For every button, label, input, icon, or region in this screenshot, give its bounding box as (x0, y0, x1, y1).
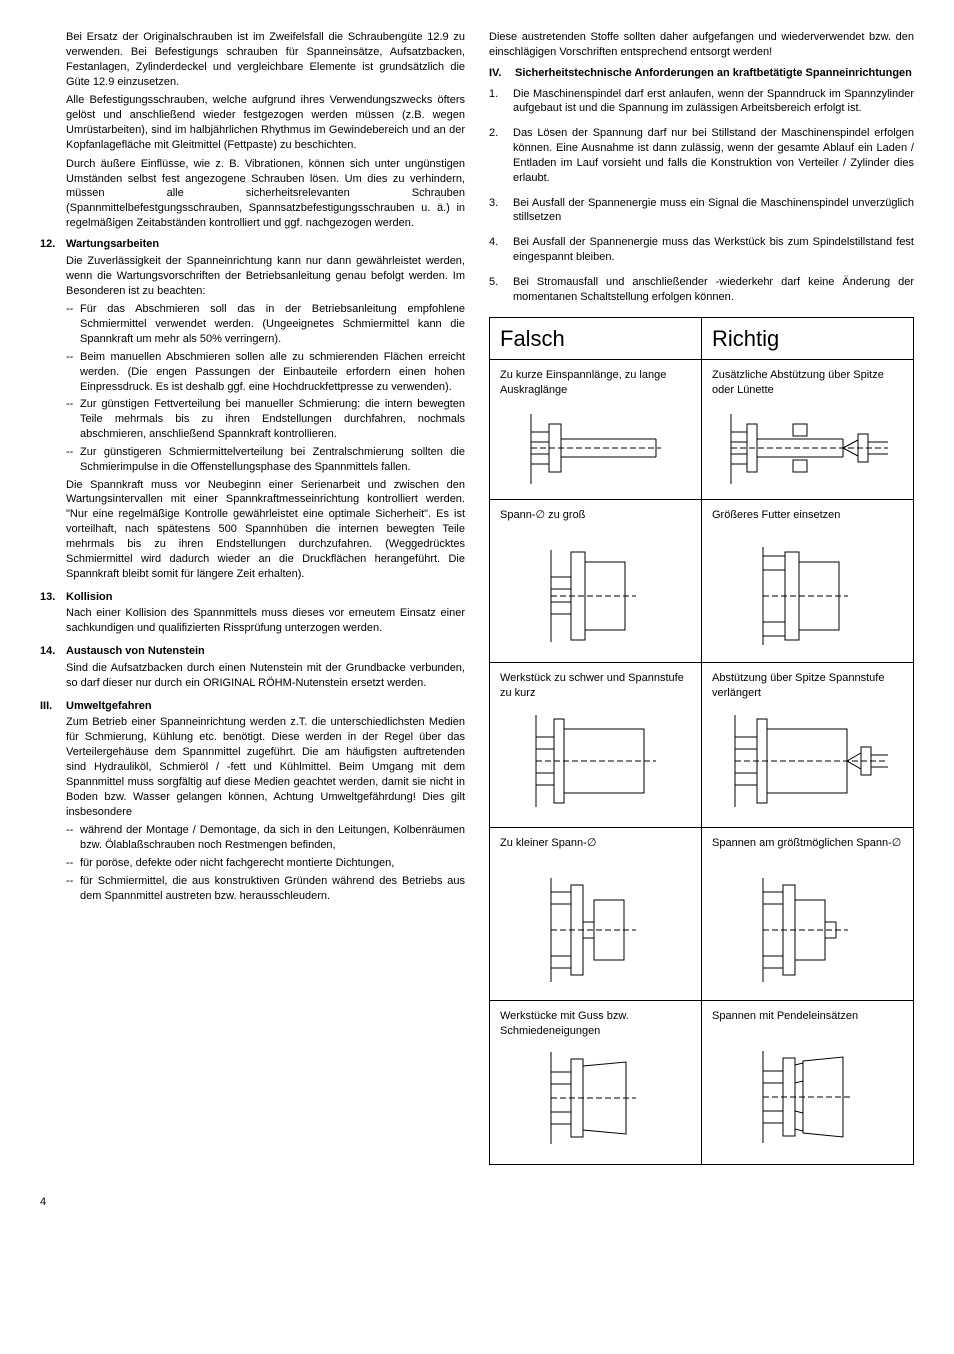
intro-para: Durch äußere Einflüsse, wie z. B. Vibrat… (66, 157, 465, 231)
ol-text: Das Lösen der Spannung darf nur bei Stil… (513, 126, 914, 185)
bullet-text: Zur günstigen Fettverteilung bei manuell… (80, 397, 465, 442)
diagram-label: Spannen mit Pendeleinsätzen (712, 1009, 903, 1037)
ol-text: Bei Ausfall der Spannenergie muss ein Si… (513, 196, 914, 226)
page-number: 4 (40, 1195, 914, 1210)
item-number: III. (40, 699, 66, 907)
ol-number: 3. (489, 196, 513, 226)
diagram-icon (723, 707, 893, 817)
item-iii: III. Umweltgefahren Zum Betrieb einer Sp… (40, 699, 465, 907)
diagram-label: Zusätzliche Abstützung über Spitze oder … (712, 368, 903, 398)
ol-number: 1. (489, 87, 513, 117)
diagram-icon (748, 542, 868, 652)
bullet-dash: -- (66, 397, 80, 442)
item-number: 14. (40, 644, 66, 695)
item-title: Austausch von Nutenstein (66, 644, 465, 659)
bullet-dash: -- (66, 823, 80, 853)
diagram-icon (536, 870, 656, 990)
diagram-icon (521, 707, 671, 817)
bullet-text: Beim manuellen Abschmieren sollen alle z… (80, 350, 465, 395)
diagram-header-richtig: Richtig (702, 318, 913, 360)
diagram-label: Werkstücke mit Guss bzw. Schmiedeneigung… (500, 1009, 691, 1039)
item-title: Wartungsarbeiten (66, 237, 465, 252)
diagram-row: Werkstück zu schwer und Spannstufe zu ku… (490, 663, 913, 828)
diagram-icon (536, 1044, 656, 1154)
item-12: 12. Wartungsarbeiten Die Zuverlässigkeit… (40, 237, 465, 586)
item-14: 14. Austausch von Nutenstein Sind die Au… (40, 644, 465, 695)
bullet-dash: -- (66, 856, 80, 871)
bullet-text: Zur günstigeren Schmiermittelverteilung … (80, 445, 465, 475)
ol-number: 4. (489, 235, 513, 265)
item-title: Kollision (66, 590, 465, 605)
intro-para: Alle Befestigungsschrauben, welche aufgr… (66, 93, 465, 152)
diagram-label: Werkstück zu schwer und Spannstufe zu ku… (500, 671, 691, 701)
item-number: 13. (40, 590, 66, 641)
left-column: Bei Ersatz der Originalschrauben ist im … (40, 30, 465, 1165)
diagram-icon (536, 542, 656, 652)
bullet-text: für Schmiermittel, die aus konstruktiven… (80, 874, 465, 904)
diagram-label: Spann-∅ zu groß (500, 508, 691, 536)
diagram-icon (748, 870, 868, 990)
diagram-row: Zu kleiner Spann-∅ (490, 828, 913, 1001)
diagram-label: Größeres Futter einsetzen (712, 508, 903, 536)
bullet-dash: -- (66, 445, 80, 475)
right-intro: Diese austretenden Stoffe sollten daher … (489, 30, 914, 60)
bullet-text: Für das Abschmieren soll das in der Betr… (80, 302, 465, 347)
ol-number: 2. (489, 126, 513, 185)
bullet-dash: -- (66, 350, 80, 395)
item-title: Umweltgefahren (66, 699, 465, 714)
item-text: Nach einer Kollision des Spannmittels mu… (66, 606, 465, 636)
diagram-icon (723, 404, 893, 489)
item-text: Sind die Aufsatzbacken durch einen Nuten… (66, 661, 465, 691)
bullet-text: für poröse, defekte oder nicht fachgerec… (80, 856, 465, 871)
diagram-header-row: Falsch Richtig (490, 318, 913, 361)
bullet-dash: -- (66, 874, 80, 904)
item-number: IV. (489, 66, 515, 83)
ol-text: Bei Stromausfall und anschließender -wie… (513, 275, 914, 305)
diagram-row: Spann-∅ zu groß Größeres Futter ei (490, 500, 913, 663)
bullet-dash: -- (66, 302, 80, 347)
diagram-icon (521, 404, 671, 489)
bullet-text: während der Montage / Demontage, da sich… (80, 823, 465, 853)
ol-text: Bei Ausfall der Spannenergie muss das We… (513, 235, 914, 265)
ol-number: 5. (489, 275, 513, 305)
diagram-label: Zu kleiner Spann-∅ (500, 836, 691, 864)
diagram-label: Abstützung über Spitze Spannstufe verlän… (712, 671, 903, 701)
item-number: 12. (40, 237, 66, 586)
diagram-header-falsch: Falsch (490, 318, 702, 360)
comparison-diagram-table: Falsch Richtig Zu kurze Einspannlänge, z… (489, 317, 914, 1166)
diagram-label: Spannen am größtmöglichen Spann-∅ (712, 836, 903, 864)
item-intro: Die Zuverlässigkeit der Spanneinrichtung… (66, 254, 465, 299)
intro-para: Bei Ersatz der Originalschrauben ist im … (66, 30, 465, 89)
diagram-label: Zu kurze Einspannlänge, zu lange Auskrag… (500, 368, 691, 398)
item-intro: Zum Betrieb einer Spanneinrichtung werde… (66, 715, 465, 819)
item-13: 13. Kollision Nach einer Kollision des S… (40, 590, 465, 641)
diagram-row: Werkstücke mit Guss bzw. Schmiedeneigung… (490, 1001, 913, 1165)
item-post: Die Spannkraft muss vor Neubeginn einer … (66, 478, 465, 582)
item-title: Sicherheitstechnische Anforderungen an k… (515, 66, 914, 81)
diagram-icon (748, 1043, 868, 1153)
right-column: Diese austretenden Stoffe sollten daher … (489, 30, 914, 1165)
ol-text: Die Maschinenspindel darf erst anlaufen,… (513, 87, 914, 117)
item-iv: IV. Sicherheitstechnische Anforderungen … (489, 66, 914, 83)
diagram-row: Zu kurze Einspannlänge, zu lange Auskrag… (490, 360, 913, 500)
ordered-list: 1.Die Maschinenspindel darf erst anlaufe… (489, 87, 914, 305)
